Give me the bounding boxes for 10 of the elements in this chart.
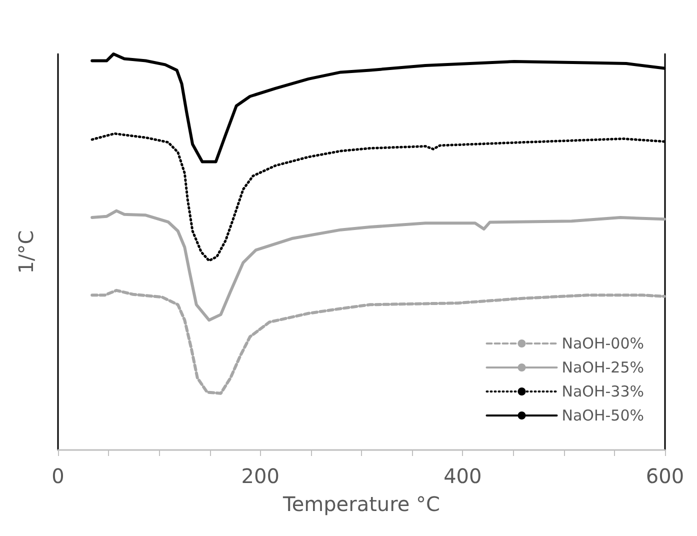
x-tick-label: 0 [52,464,64,488]
y-axis-title: 1/°C [14,230,38,274]
legend-label: NaOH-33% [562,382,644,400]
legend-label: NaOH-25% [562,358,644,376]
legend-label: NaOH-50% [562,406,644,424]
legend-label: NaOH-00% [562,334,644,352]
x-tick-label: 600 [646,464,684,488]
x-tick-label: 400 [444,464,482,488]
x-tick-label: 200 [241,464,280,488]
x-axis-title: Temperature °C [282,492,440,516]
